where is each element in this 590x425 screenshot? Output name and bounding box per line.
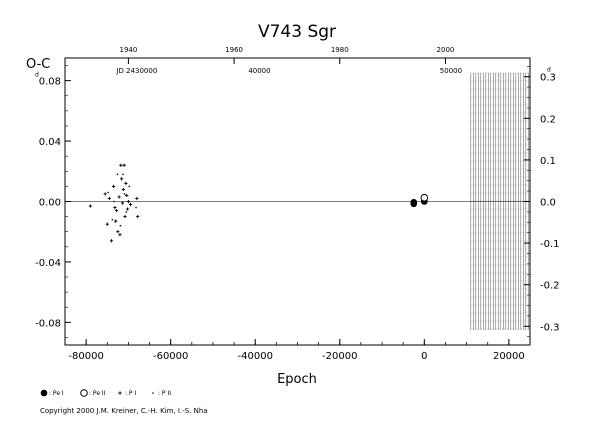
y-axis-left: -0.08 -0.04 0.00 0.04 0.08d: [35, 65, 71, 338]
y-tick-label: -0.08: [35, 318, 61, 329]
right-tick-label: 0.2: [540, 114, 556, 125]
legend-label: : Pe I: [49, 390, 64, 397]
data-point: [105, 222, 109, 226]
legend-label: : P I: [125, 390, 136, 397]
y-axis-label: O-C: [26, 57, 50, 72]
data-point: [123, 215, 127, 219]
data-point: [114, 208, 119, 213]
x-tick-label: 0: [421, 351, 427, 362]
right-tick-label: -0.1: [540, 239, 560, 250]
top-jd-label: JD 2430000: [115, 67, 157, 75]
data-point: [112, 184, 116, 188]
data-point: [113, 205, 117, 210]
top-year-label: 2000: [437, 46, 455, 54]
top-year-label: 1960: [225, 46, 243, 54]
data-point: [420, 193, 429, 202]
data-point: [120, 177, 124, 181]
data-point: [125, 211, 128, 213]
data-point: [118, 233, 122, 237]
y-axis-right: -0.3 -0.2 -0.1 0.0 0.1 0.2 0.3d: [524, 66, 560, 337]
data-point: [107, 196, 111, 201]
top-year-label: 1980: [331, 46, 349, 54]
right-unit-label: d: [547, 67, 551, 74]
data-point: [128, 202, 133, 207]
y-tick-label: 0.04: [39, 137, 61, 148]
right-tick-label: 0.3: [540, 73, 556, 84]
data-point: [121, 187, 125, 192]
data-point: [116, 173, 119, 176]
data-point: [126, 199, 131, 204]
data-point: [117, 195, 121, 199]
x-axis: -80000 -60000 -40000 -20000 0 20000: [68, 339, 525, 362]
data-point: [124, 181, 128, 185]
data-point: [109, 239, 114, 243]
x-tick-label: -80000: [68, 351, 103, 362]
legend-marker: [80, 389, 88, 397]
copyright-text: Copyright 2000 J.M. Kreiner, C.-H. Kim, …: [40, 407, 208, 415]
data-point: [120, 201, 125, 205]
data-point: [135, 206, 137, 209]
x-axis-label: Epoch: [277, 372, 317, 387]
x-tick-label: 20000: [493, 351, 525, 362]
y-unit-label: d: [35, 72, 39, 79]
data-point: [107, 191, 109, 194]
legend: : Pe I : Pe II : P I : P II: [40, 389, 171, 397]
legend-marker: [152, 392, 154, 394]
legend-marker: [40, 389, 48, 397]
data-point: [116, 230, 120, 234]
data-point: [410, 198, 418, 206]
top-jd-label: 40000: [248, 67, 270, 75]
y-tick-label: -0.04: [35, 258, 61, 269]
x-tick-label: -60000: [153, 351, 188, 362]
right-tick-label: -0.2: [540, 281, 560, 292]
top-year-label: 1940: [119, 46, 137, 54]
data-point: [88, 204, 92, 208]
data-point: [111, 218, 114, 221]
top-year-axis: 1940 1960 1980 2000 JD 2430000 40000 50000: [115, 46, 462, 75]
data-point: [122, 163, 126, 167]
data-point: [122, 173, 124, 176]
right-tick-label: 0.0: [540, 198, 556, 209]
data-point: [119, 224, 122, 227]
data-point: [135, 196, 139, 201]
data-point: [113, 200, 115, 203]
y-tick-label: 0.00: [39, 198, 61, 209]
x-tick-label: -20000: [322, 351, 357, 362]
legend-marker: [118, 391, 122, 395]
right-tick-label: 0.1: [540, 156, 556, 167]
x-tick-label: -40000: [238, 351, 273, 362]
data-point: [125, 207, 130, 211]
chart-title: V743 Sgr: [258, 22, 336, 42]
right-tick-label: -0.3: [540, 322, 560, 333]
data-point: [128, 185, 131, 188]
y-tick-label: 0.08: [39, 77, 61, 88]
data-point: [125, 193, 129, 198]
data-points: [88, 163, 429, 243]
data-point: [114, 219, 118, 223]
data-point: [136, 215, 140, 219]
legend-label: : Pe II: [89, 390, 106, 397]
top-jd-label: 50000: [440, 67, 462, 75]
data-point: [103, 192, 107, 196]
data-point: [123, 193, 126, 195]
data-point: [119, 163, 123, 167]
legend-label: : P II: [158, 390, 171, 397]
